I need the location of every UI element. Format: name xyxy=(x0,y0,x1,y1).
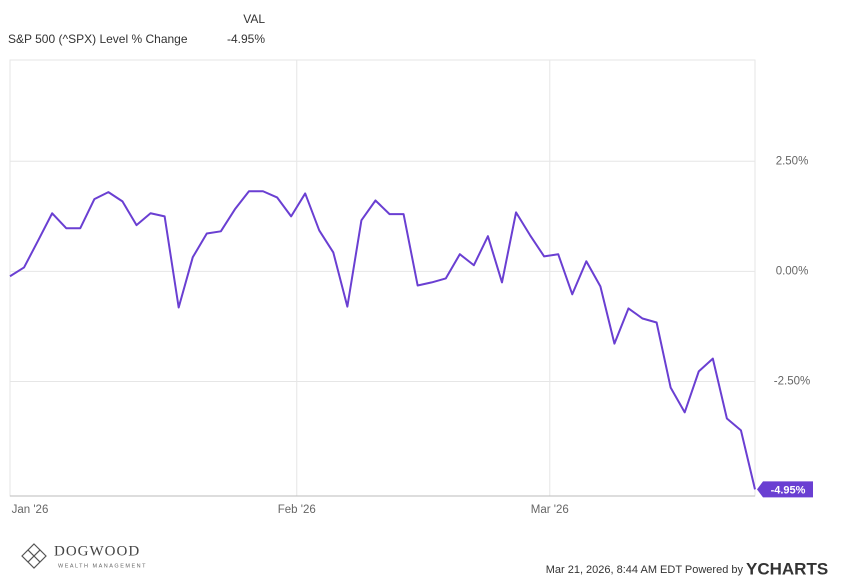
brand-sub: WEALTH MANAGEMENT xyxy=(58,563,147,569)
y-tick-label: -2.50% xyxy=(774,376,810,388)
timestamp: Mar 21, 2026, 8:44 AM EDT Powered by xyxy=(546,564,744,576)
logo xyxy=(21,543,47,569)
logo-icon xyxy=(21,543,47,569)
legend-value: -4.95% xyxy=(227,32,265,46)
end-flag xyxy=(757,481,813,498)
legend-entry: S&P 500 (^SPX) Level % Change xyxy=(8,32,188,46)
value-column-header: VAL xyxy=(243,12,265,26)
x-tick-label: Feb '26 xyxy=(278,504,316,516)
x-tick-label: Mar '26 xyxy=(531,504,569,516)
x-tick-label: Jan '26 xyxy=(12,504,49,516)
brand: DOGWOOD xyxy=(54,543,140,559)
end-label: -4.95% xyxy=(771,484,806,496)
y-tick-label: 0.00% xyxy=(776,265,809,277)
y-tick-label: 2.50% xyxy=(776,155,809,167)
provider: YCHARTS xyxy=(746,559,828,578)
plot-frame xyxy=(9,59,756,497)
series-line xyxy=(9,190,756,490)
